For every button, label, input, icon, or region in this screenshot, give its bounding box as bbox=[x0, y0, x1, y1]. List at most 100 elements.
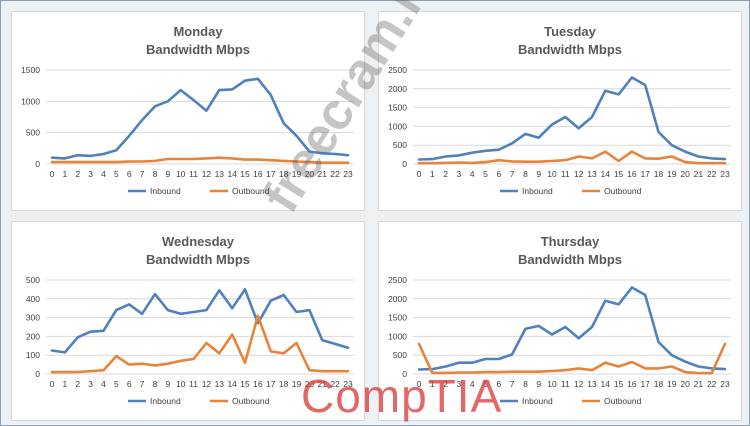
series-line-outbound bbox=[50, 156, 350, 164]
y-tick-label: 0 bbox=[402, 159, 407, 169]
x-tick-label: 13 bbox=[587, 379, 597, 389]
legend-label-outbound: Outbound bbox=[604, 396, 642, 406]
x-tick-label: 5 bbox=[483, 169, 488, 179]
x-tick-label: 0 bbox=[50, 379, 55, 389]
x-tick-label: 18 bbox=[279, 379, 289, 389]
x-tick-label: 19 bbox=[667, 379, 677, 389]
x-tick-label: 4 bbox=[470, 169, 475, 179]
x-tick-label: 18 bbox=[279, 169, 289, 179]
x-tick-label: 22 bbox=[707, 379, 717, 389]
legend-label-outbound: Outbound bbox=[232, 396, 270, 406]
x-tick-label: 7 bbox=[510, 169, 515, 179]
chart-wednesday: Wednesday Bandwidth Mbps 0 100 200 300 400 500 0… bbox=[11, 221, 365, 421]
x-tick-label: 0 bbox=[417, 379, 422, 389]
x-tick-label: 4 bbox=[101, 169, 106, 179]
chart-svg: Wednesday Bandwidth Mbps 0 100 200 300 400 500 0… bbox=[26, 234, 354, 406]
y-tick-label: 100 bbox=[26, 350, 40, 360]
x-tick-label: 12 bbox=[202, 169, 212, 179]
x-tick-label: 6 bbox=[496, 379, 501, 389]
y-tick-label: 500 bbox=[393, 140, 407, 150]
x-tick-label: 10 bbox=[547, 379, 557, 389]
x-tick-label: 3 bbox=[457, 379, 462, 389]
chart-thursday: Thursday Bandwidth Mbps 0 500 1000 1500 2000 25… bbox=[378, 221, 742, 421]
x-tick-label: 11 bbox=[189, 379, 198, 389]
y-tick-label: 2000 bbox=[388, 84, 407, 94]
x-tick-label: 8 bbox=[523, 169, 528, 179]
x-tick-label: 6 bbox=[127, 379, 132, 389]
chart-subtitle: Bandwidth Mbps bbox=[518, 252, 622, 267]
x-tick-label: 12 bbox=[202, 379, 212, 389]
x-tick-label: 4 bbox=[101, 379, 106, 389]
series-line-inbound bbox=[417, 286, 727, 371]
y-tick-label: 500 bbox=[393, 350, 407, 360]
x-tick-label: 8 bbox=[153, 169, 158, 179]
x-tick-label: 1 bbox=[430, 169, 435, 179]
x-tick-label: 12 bbox=[574, 169, 584, 179]
x-tick-label: 23 bbox=[720, 169, 730, 179]
x-tick-label: 22 bbox=[330, 169, 340, 179]
x-tick-label: 21 bbox=[694, 169, 704, 179]
x-tick-label: 12 bbox=[574, 379, 584, 389]
y-tick-label: 2500 bbox=[388, 275, 407, 285]
x-tick-label: 9 bbox=[536, 169, 541, 179]
y-tick-label: 400 bbox=[26, 294, 40, 304]
chart-subtitle: Bandwidth Mbps bbox=[146, 252, 250, 267]
x-tick-label: 13 bbox=[215, 169, 225, 179]
x-tick-label: 4 bbox=[470, 379, 475, 389]
x-tick-label: 11 bbox=[189, 169, 198, 179]
x-tick-label: 5 bbox=[114, 169, 119, 179]
x-tick-label: 16 bbox=[627, 169, 637, 179]
x-tick-label: 2 bbox=[443, 379, 448, 389]
x-tick-label: 15 bbox=[614, 169, 624, 179]
x-tick-label: 2 bbox=[75, 169, 80, 179]
x-tick-label: 17 bbox=[640, 169, 650, 179]
x-tick-label: 23 bbox=[343, 169, 353, 179]
y-tick-label: 1000 bbox=[388, 121, 407, 131]
x-tick-label: 2 bbox=[75, 379, 80, 389]
x-tick-label: 17 bbox=[266, 379, 276, 389]
x-tick-label: 16 bbox=[253, 169, 263, 179]
x-tick-label: 13 bbox=[215, 379, 225, 389]
legend-label-outbound: Outbound bbox=[232, 186, 270, 196]
x-tick-label: 20 bbox=[680, 169, 690, 179]
y-tick-label: 0 bbox=[402, 369, 407, 379]
x-tick-label: 7 bbox=[140, 169, 145, 179]
x-tick-label: 17 bbox=[640, 379, 650, 389]
series-line-inbound bbox=[417, 76, 727, 161]
x-tick-label: 8 bbox=[523, 379, 528, 389]
x-tick-label: 19 bbox=[292, 169, 302, 179]
x-tick-label: 1 bbox=[63, 379, 68, 389]
y-tick-label: 1000 bbox=[21, 96, 40, 106]
x-tick-label: 1 bbox=[430, 379, 435, 389]
x-tick-label: 18 bbox=[654, 169, 664, 179]
x-tick-label: 13 bbox=[587, 169, 597, 179]
x-tick-label: 23 bbox=[343, 379, 353, 389]
y-tick-label: 2000 bbox=[388, 294, 407, 304]
x-tick-label: 14 bbox=[227, 169, 237, 179]
chart-subtitle: Bandwidth Mbps bbox=[518, 42, 622, 57]
x-tick-label: 21 bbox=[318, 379, 328, 389]
x-tick-label: 20 bbox=[305, 169, 315, 179]
x-tick-label: 17 bbox=[266, 169, 276, 179]
x-tick-label: 20 bbox=[680, 379, 690, 389]
chart-title: Thursday bbox=[541, 234, 600, 249]
chart-subtitle: Bandwidth Mbps bbox=[146, 42, 250, 57]
x-tick-label: 6 bbox=[496, 169, 501, 179]
x-tick-label: 14 bbox=[601, 379, 611, 389]
x-tick-label: 15 bbox=[240, 169, 250, 179]
y-tick-label: 0 bbox=[35, 369, 40, 379]
x-tick-label: 21 bbox=[694, 379, 704, 389]
x-tick-label: 22 bbox=[330, 379, 340, 389]
x-tick-label: 21 bbox=[318, 169, 328, 179]
y-tick-label: 1500 bbox=[388, 313, 407, 323]
chart-title: Monday bbox=[173, 24, 223, 39]
x-tick-label: 5 bbox=[483, 379, 488, 389]
y-tick-label: 300 bbox=[26, 313, 40, 323]
chart-tuesday: Tuesday Bandwidth Mbps 0 500 1000 1500 2000 250… bbox=[378, 11, 742, 211]
chart-monday: Monday Bandwidth Mbps 0 500 1000 1500 0 1 2 3 4 5 6 7… bbox=[11, 11, 365, 211]
legend-label-inbound: Inbound bbox=[522, 396, 553, 406]
